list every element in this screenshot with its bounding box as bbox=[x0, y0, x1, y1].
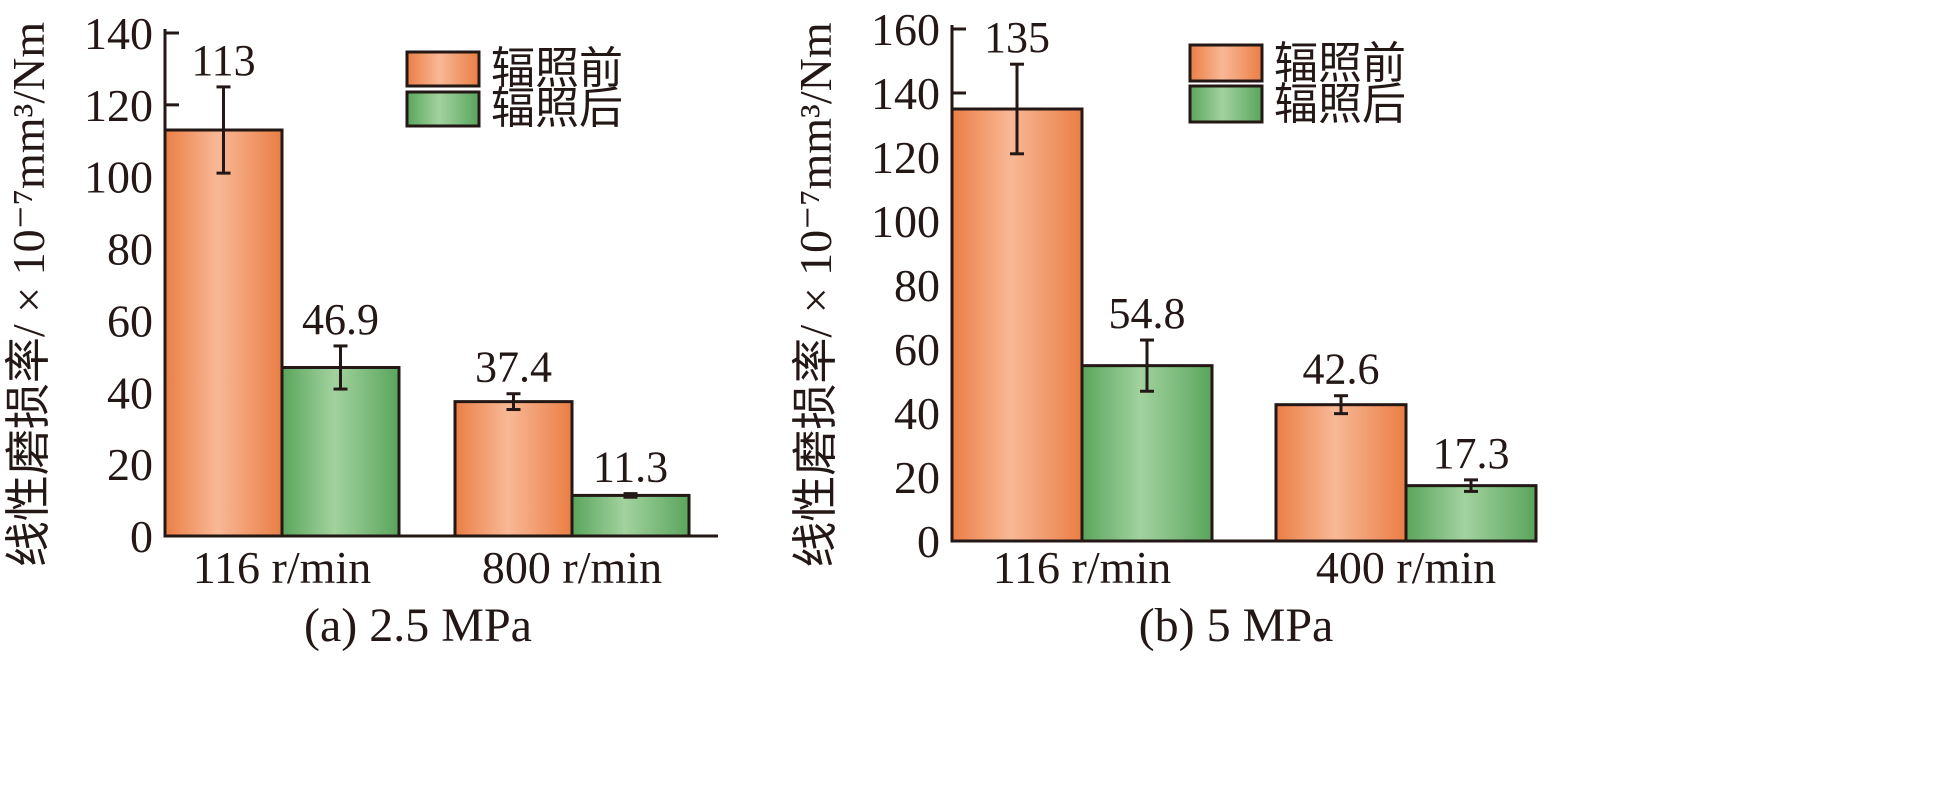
y-tick-label: 20 bbox=[107, 439, 153, 490]
y-tick-label: 140 bbox=[84, 8, 153, 59]
y-tick-label: 100 bbox=[871, 196, 940, 247]
value-label-after-2: 11.3 bbox=[593, 443, 668, 492]
legend-label-after: 辐照后 bbox=[491, 84, 623, 133]
legend-swatch-after bbox=[1188, 84, 1264, 124]
legend-label-before: 辐照前 bbox=[1274, 39, 1406, 88]
y-axis-title: 线性磨损率/ × 10⁻⁷mm³/Nm bbox=[3, 22, 54, 567]
y-tick-label: 100 bbox=[84, 152, 153, 203]
value-label-after-1: 54.8 bbox=[1109, 289, 1186, 338]
y-tick-label: 40 bbox=[107, 367, 153, 418]
value-label-after-2: 17.3 bbox=[1433, 429, 1510, 478]
y-tick-label: 80 bbox=[894, 260, 940, 311]
bar-before-2 bbox=[453, 400, 574, 538]
x-category-label: 116 r/min bbox=[993, 542, 1171, 593]
panel-caption: (a) 2.5 MPa bbox=[304, 599, 532, 652]
value-label-before-2: 37.4 bbox=[475, 343, 552, 392]
y-axis-title: 线性磨损率/ × 10⁻⁷mm³/Nm bbox=[790, 22, 841, 567]
panel-a-chart: 0 20 40 60 80 100 120 140 线性磨损率/ × 10⁻⁷mm³/Nm 113… bbox=[3, 8, 718, 652]
legend-swatch-before bbox=[1188, 43, 1264, 83]
bar-after-2 bbox=[570, 493, 691, 538]
bar-after-2 bbox=[1404, 484, 1538, 543]
legend-swatch-after bbox=[405, 90, 481, 128]
y-tick-label: 60 bbox=[107, 295, 153, 346]
y-tick-label: 120 bbox=[871, 132, 940, 183]
x-category-label: 400 r/min bbox=[1316, 542, 1496, 593]
y-tick-label: 120 bbox=[84, 80, 153, 131]
y-tick-label: 160 bbox=[871, 4, 940, 55]
y-tick-label: 40 bbox=[894, 388, 940, 439]
y-tick-label: 0 bbox=[130, 511, 153, 562]
y-tick-label: 20 bbox=[894, 452, 940, 503]
value-label-after-1: 46.9 bbox=[302, 295, 379, 344]
y-tick-label: 140 bbox=[871, 68, 940, 119]
legend-swatch-before bbox=[405, 50, 481, 88]
y-tick-label: 80 bbox=[107, 224, 153, 275]
x-category-label: 116 r/min bbox=[193, 542, 371, 593]
bar-before-1 bbox=[950, 107, 1084, 543]
panel-b-chart: 0 20 40 60 80 100 120 140 160 线性磨损率/ × 10⁻⁷mm³/Nm… bbox=[790, 4, 1538, 652]
value-label-before-1: 135 bbox=[984, 13, 1050, 62]
value-label-before-2: 42.6 bbox=[1303, 345, 1380, 394]
bar-before-1 bbox=[163, 128, 284, 538]
bar-after-1 bbox=[280, 365, 401, 538]
y-tick-label: 0 bbox=[917, 516, 940, 567]
legend-label-after: 辐照后 bbox=[1274, 80, 1406, 129]
legend-label-before: 辐照前 bbox=[491, 44, 623, 93]
value-label-before-1: 113 bbox=[191, 36, 255, 85]
y-tick-label: 60 bbox=[894, 324, 940, 375]
bar-before-2 bbox=[1274, 403, 1408, 543]
panel-caption: (b) 5 MPa bbox=[1139, 599, 1334, 652]
x-category-label: 800 r/min bbox=[482, 542, 662, 593]
